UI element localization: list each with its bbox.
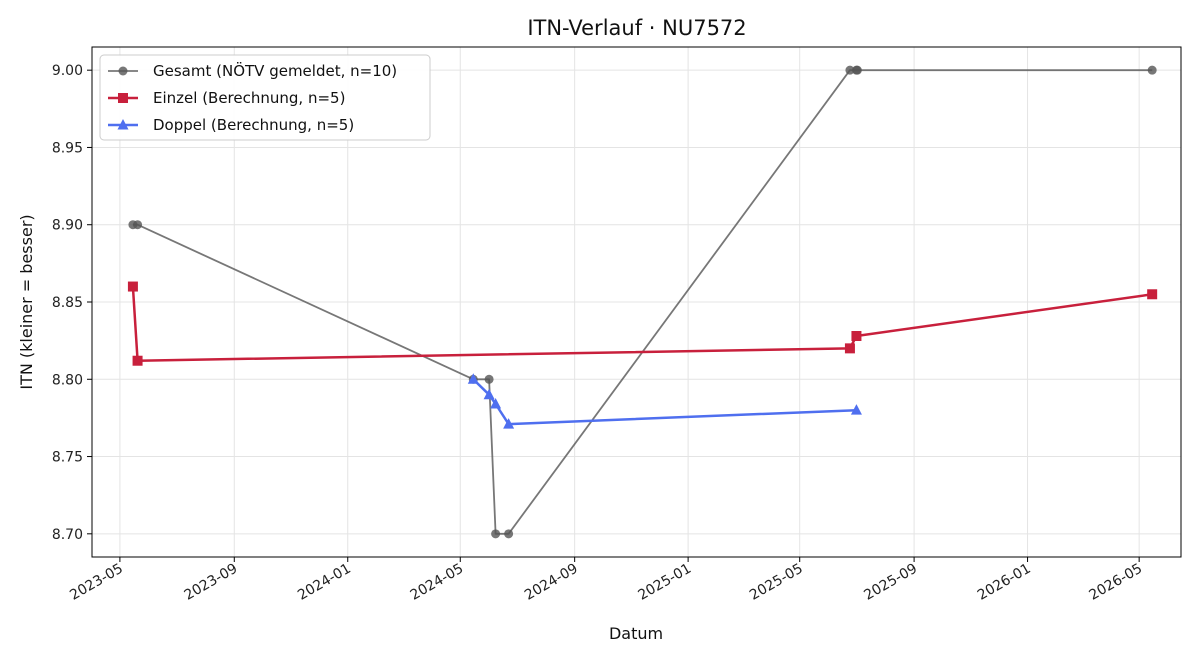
data-point-doppel: [467, 373, 479, 384]
data-point-gesamt: [484, 374, 494, 384]
x-tick-label: 2024-01: [295, 561, 354, 604]
series-line-einzel: [131, 286, 1153, 362]
data-point-doppel: [503, 418, 515, 429]
data-point-gesamt: [1147, 65, 1157, 75]
x-tick-label: 2026-01: [975, 561, 1034, 604]
chart-title: ITN-Verlauf · NU7572: [527, 16, 746, 40]
grid: [92, 47, 1181, 557]
x-axis-label: Datum: [609, 624, 663, 643]
x-tick-label: 2023-09: [182, 561, 241, 604]
data-point-einzel: [1147, 289, 1158, 300]
legend-label-gesamt: Gesamt (NÖTV gemeldet, n=10): [153, 61, 397, 80]
y-tick-label: 8.95: [52, 140, 83, 156]
legend-box: [99, 54, 431, 141]
y-tick-label: 8.90: [52, 218, 83, 234]
data-point-doppel: [850, 404, 862, 415]
data-point-einzel: [132, 355, 143, 366]
x-tick-label: 2025-09: [861, 561, 920, 604]
data-point-gesamt: [852, 65, 862, 75]
data-point-doppel: [483, 388, 495, 400]
x-tick-label: 2025-05: [747, 561, 806, 604]
x-tick-label: 2023-05: [67, 561, 126, 604]
x-tick-label: 2025-01: [635, 561, 694, 604]
legend-marker-einzel: [118, 93, 128, 103]
y-tick-label: 8.70: [52, 527, 83, 543]
data-point-gesamt: [491, 529, 501, 539]
x-tick-label: 2026-05: [1086, 561, 1145, 604]
legend-label-einzel: Einzel (Berechnung, n=5): [153, 89, 345, 107]
series-doppel: [467, 373, 862, 429]
y-tick-label: 8.75: [52, 450, 83, 466]
y-tick-label: 9.00: [52, 63, 83, 79]
data-point-doppel: [490, 398, 502, 409]
data-point-einzel: [851, 331, 862, 341]
series-einzel: [127, 281, 1158, 366]
series-layer: [127, 65, 1158, 539]
y-axis-label: ITN (kleiner = besser): [17, 214, 36, 389]
axes-ticks: 2023-05 2023-09 2024-01 2024-05 2024-09 2025-…: [52, 63, 1145, 604]
data-point-gesamt: [504, 529, 514, 539]
data-point-gesamt: [133, 220, 143, 230]
x-tick-label: 2024-09: [522, 561, 581, 604]
legend-label-doppel: Doppel (Berechnung, n=5): [153, 116, 354, 134]
data-point-einzel: [127, 281, 138, 292]
data-point-einzel: [844, 343, 855, 354]
series-line-doppel: [472, 378, 857, 426]
legend: Gesamt (NÖTV gemeldet, n=10) Einzel (Bere…: [99, 54, 431, 141]
x-tick-label: 2024-05: [408, 561, 467, 604]
y-tick-label: 8.80: [52, 372, 83, 388]
data-point-gesamt: [845, 65, 855, 75]
legend-marker-gesamt: [118, 66, 128, 76]
legend-marker-doppel: [117, 119, 129, 130]
y-tick-label: 8.85: [52, 295, 83, 311]
